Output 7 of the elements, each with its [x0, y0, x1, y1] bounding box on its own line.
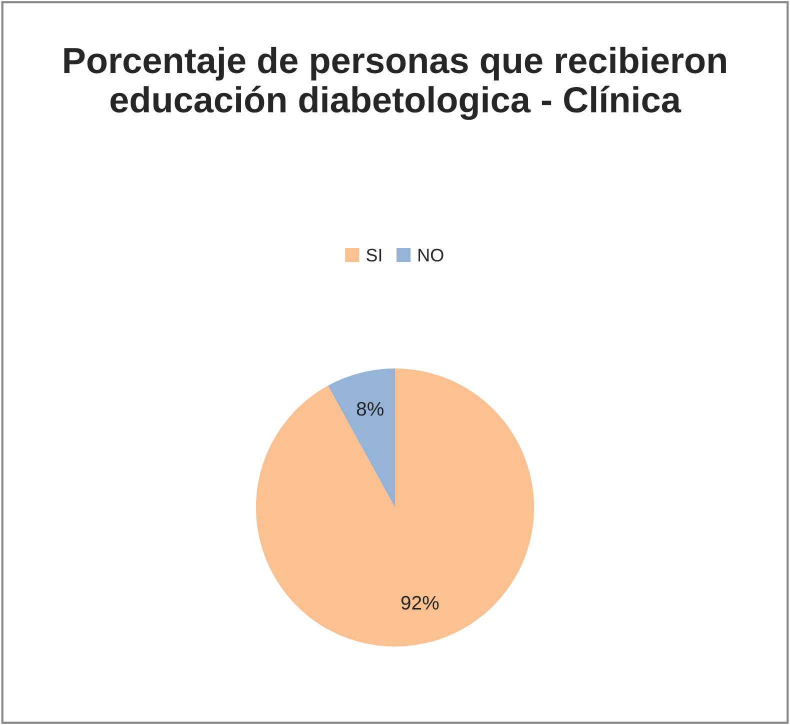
data-label: 92%	[401, 596, 439, 610]
legend-label: SI	[366, 248, 382, 262]
legend-label: NO	[418, 248, 444, 262]
pie-slice	[256, 368, 534, 647]
chart-title: Porcentaje de personas que recibieron educación diabetologica - Clínica	[64, 46, 726, 120]
data-label: 8%	[356, 402, 384, 416]
pie-slice	[328, 368, 395, 508]
